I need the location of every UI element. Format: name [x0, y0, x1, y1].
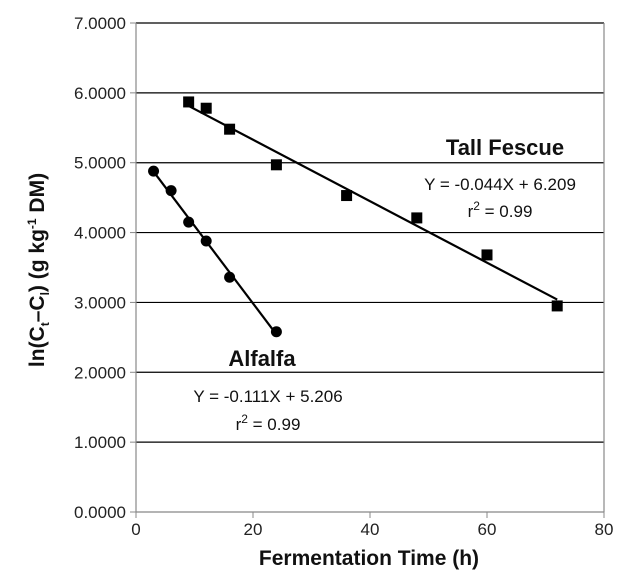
data-point-alfalfa: [200, 235, 212, 247]
x-axis-title: Fermentation Time (h): [259, 547, 479, 570]
x-tick-label: 80: [595, 520, 614, 539]
data-point-alfalfa: [148, 165, 160, 177]
data-point-alfalfa: [224, 271, 236, 283]
y-tick-label: 0.0000: [74, 503, 126, 522]
data-point-tall-fescue: [224, 123, 236, 135]
x-tick-label: 60: [478, 520, 497, 539]
y-tick-label: 6.0000: [74, 84, 126, 103]
y-tick-label: 2.0000: [74, 363, 126, 382]
y-tick-label: 4.0000: [74, 224, 126, 243]
data-point-tall-fescue: [270, 159, 282, 171]
trend-line-tall-fescue: [188, 104, 558, 301]
r2-tall-fescue: r2 = 0.99: [468, 199, 533, 221]
y-tick-label: 7.0000: [74, 14, 126, 33]
data-points: [148, 96, 563, 338]
series-label-tall-fescue: Tall Fescue: [446, 135, 564, 160]
y-tick-label: 5.0000: [74, 154, 126, 173]
x-tick-labels: 0 20 40 60 80: [131, 520, 613, 539]
data-point-alfalfa: [165, 185, 177, 197]
y-tick-label: 3.0000: [74, 293, 126, 312]
gridlines: [136, 22, 604, 443]
axes: [130, 22, 605, 518]
equation-alfalfa: Y = -0.111X + 5.206: [193, 387, 342, 406]
y-tick-labels: 0.0000 1.0000 2.0000 3.0000 4.0000 5.0000 6.00…: [74, 14, 126, 522]
data-point-alfalfa: [270, 326, 282, 338]
series-label-alfalfa: Alfalfa: [228, 346, 296, 371]
y-axis-title: ln(Ct–Cl) (g kg-1 DM): [25, 173, 52, 367]
x-tick-label: 20: [244, 520, 263, 539]
x-tick-label: 40: [361, 520, 380, 539]
data-point-alfalfa: [183, 216, 195, 228]
trend-lines: [152, 104, 558, 336]
data-point-tall-fescue: [411, 212, 423, 224]
equation-tall-fescue: Y = -0.044X + 6.209: [424, 175, 576, 194]
data-point-tall-fescue: [183, 96, 195, 108]
r2-alfalfa: r2 = 0.99: [236, 412, 301, 434]
trend-line-alfalfa: [152, 170, 278, 336]
data-point-tall-fescue: [481, 249, 493, 261]
data-point-tall-fescue: [341, 190, 353, 202]
data-point-tall-fescue: [551, 300, 563, 312]
y-tick-label: 1.0000: [74, 433, 126, 452]
data-point-tall-fescue: [200, 102, 212, 114]
x-tick-label: 0: [131, 520, 140, 539]
